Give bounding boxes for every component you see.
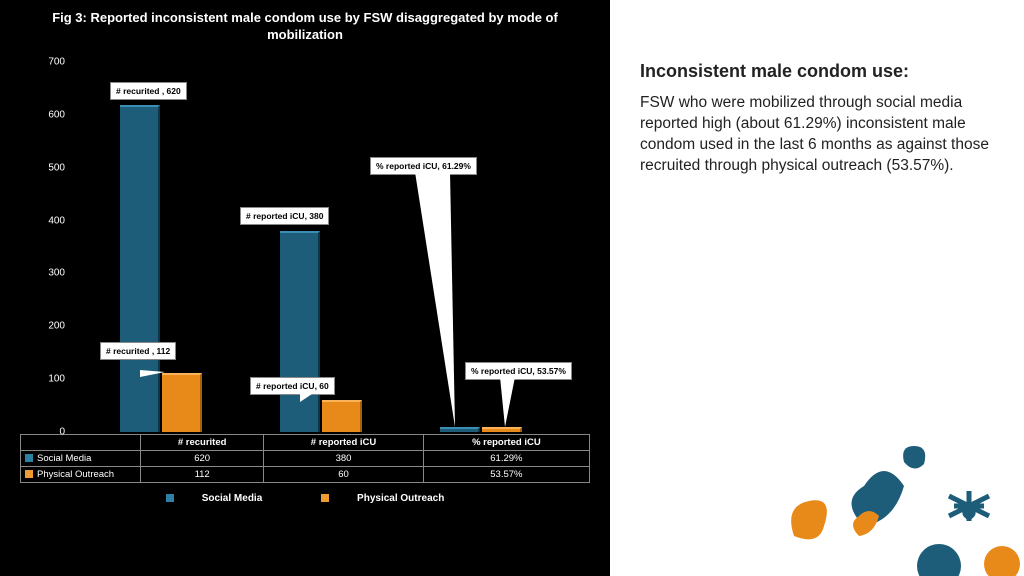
cell: 60	[264, 466, 423, 482]
table-header: # reported iCU	[264, 434, 423, 450]
data-table: # recurited # reported iCU % reported iC…	[10, 434, 600, 483]
table-row: Physical Outreach 112 60 53.57%	[21, 466, 590, 482]
bar-social-media	[120, 105, 160, 432]
ytick: 600	[30, 109, 65, 120]
bar-social-media	[440, 427, 480, 432]
ytick: 700	[30, 56, 65, 67]
swatch-icon	[25, 454, 33, 462]
ytick: 500	[30, 162, 65, 173]
cell: 53.57%	[423, 466, 589, 482]
swatch-icon	[166, 494, 174, 502]
text-title: Inconsistent male condom use:	[640, 60, 994, 83]
swatch-icon	[25, 470, 33, 478]
table-header-row: # recurited # reported iCU % reported iC…	[21, 434, 590, 450]
bar-physical-outreach	[482, 427, 522, 432]
text-body: FSW who were mobilized through social me…	[640, 93, 994, 177]
callout: % reported iCU, 53.57%	[465, 362, 572, 380]
callout: # recurited , 112	[100, 342, 176, 360]
ytick: 400	[30, 215, 65, 226]
chart-panel: Fig 3: Reported inconsistent male condom…	[0, 0, 610, 576]
cell: 620	[141, 450, 264, 466]
ytick: 200	[30, 320, 65, 331]
ytick: 0	[30, 426, 65, 437]
callout: % reported iCU, 61.29%	[370, 157, 477, 175]
swatch-icon	[321, 494, 329, 502]
bar-social-media	[280, 231, 320, 432]
chart-legend: Social Media Physical Outreach	[0, 493, 610, 504]
table-header: % reported iCU	[423, 434, 589, 450]
decoration-icon	[764, 416, 1024, 576]
chart-plot: 0 100 200 300 400 500 600 700	[70, 62, 550, 432]
text-panel: Inconsistent male condom use: FSW who we…	[610, 0, 1024, 576]
bar-physical-outreach	[162, 373, 202, 432]
chart-title: Fig 3: Reported inconsistent male condom…	[0, 0, 610, 44]
legend-label: Social Media	[202, 493, 263, 504]
row-label: Social Media	[37, 453, 91, 464]
legend-label: Physical Outreach	[357, 493, 444, 504]
ytick: 300	[30, 268, 65, 279]
table-header: # recurited	[141, 434, 264, 450]
callout: # recurited , 620	[110, 82, 187, 100]
cell: 380	[264, 450, 423, 466]
table-row: Social Media 620 380 61.29%	[21, 450, 590, 466]
row-label: Physical Outreach	[37, 469, 114, 480]
bar-physical-outreach	[322, 400, 362, 432]
slide: Fig 3: Reported inconsistent male condom…	[0, 0, 1024, 576]
ytick: 100	[30, 373, 65, 384]
cell: 112	[141, 466, 264, 482]
callout: # reported iCU, 60	[250, 377, 335, 395]
callout: # reported iCU, 380	[240, 207, 329, 225]
cell: 61.29%	[423, 450, 589, 466]
